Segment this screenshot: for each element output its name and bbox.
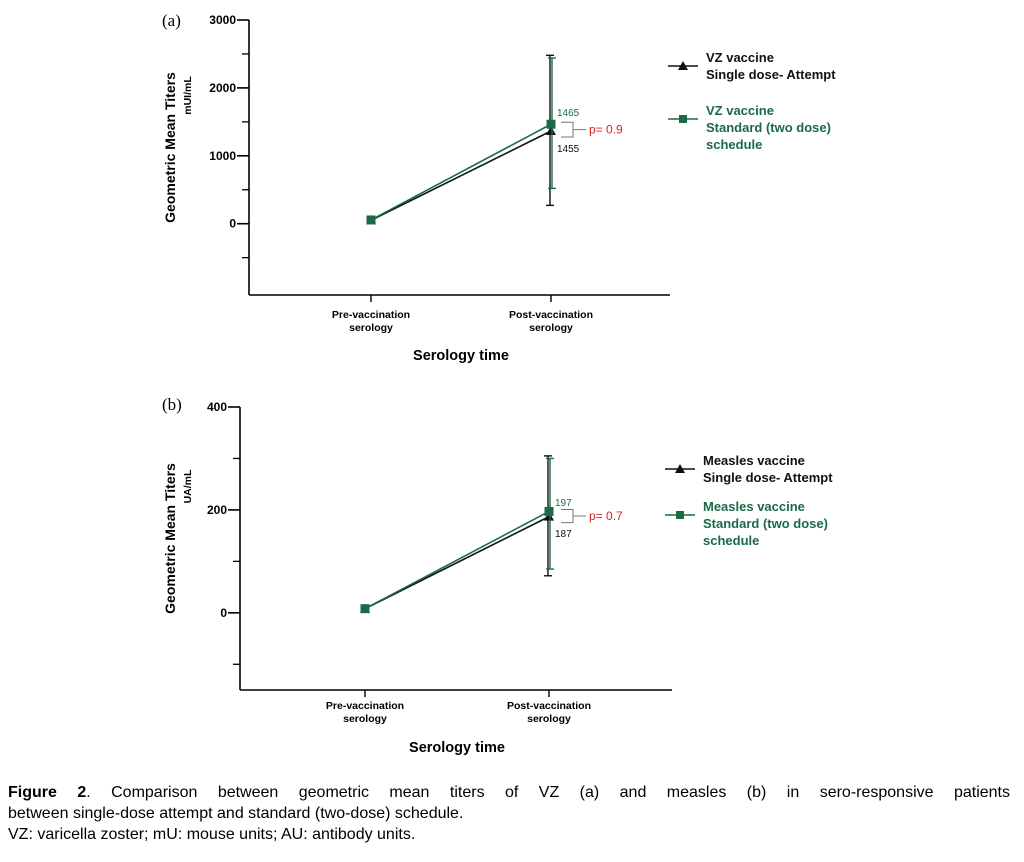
panel-a-letter: (a) (162, 11, 181, 30)
panel-a-single-dose-legend-label: VZ vaccine (706, 50, 774, 65)
panel-b-ylabel: Geometric Mean Titers (162, 463, 178, 614)
panel-b-ytick-label: 0 (220, 606, 227, 620)
panel-b-standard-point (360, 604, 370, 614)
panel-b-ytick-label: 400 (207, 400, 227, 414)
panel-b-standard-line (364, 510, 550, 610)
panel-a-standard-point (546, 119, 556, 129)
panel-b-standard-legend-marker (676, 511, 684, 519)
panel-b-yunit: UA/mL (182, 469, 194, 503)
panel-b-xtick-label: serology (343, 713, 387, 725)
panel-b-xtick-label: Pre-vaccination (326, 700, 404, 712)
caption-line-3: VZ: varicella zoster; mU: mouse units; A… (8, 826, 416, 843)
panel-a-standard-legend-marker (679, 115, 687, 123)
panel-b-xtick-label: serology (527, 713, 571, 725)
panel-b-single-dose-point (544, 511, 554, 521)
panel-b-letter: (b) (162, 395, 182, 414)
panel-a-standard-legend-label: Standard (two dose) (706, 120, 831, 135)
panel-a-ytick-label: 2000 (209, 81, 236, 95)
panel-b-ytick-label: 200 (207, 503, 227, 517)
panel-a-xtick-label: Pre-vaccination (332, 309, 410, 321)
panel-b-standard-data-label: 197 (555, 498, 572, 509)
panel-a-p-bracket (561, 121, 586, 138)
panel-b-single-dose-legend-marker (675, 464, 685, 473)
panel-b-p-value: p= 0.7 (589, 509, 623, 523)
panel-a-xtick-label: serology (349, 322, 393, 334)
figure-canvas: (a)0100020003000Pre-vaccinationserologyP… (162, 11, 836, 756)
panel-b-single-dose-legend-label: Measles vaccine (703, 453, 805, 468)
panel-a-yunit: mUI/mL (182, 76, 194, 115)
panel-b-standard-legend-label: Measles vaccine (703, 499, 805, 514)
panel-b-xtick-label: Post-vaccination (507, 700, 591, 712)
panel-a-ytick-label: 1000 (209, 149, 236, 163)
panel-b-xlabel: Serology time (409, 740, 505, 756)
panel-b-p-bracket (561, 508, 586, 524)
panel-b-single-dose-legend-label: Single dose- Attempt (703, 470, 833, 485)
caption-line-1-text: . Comparison between geometric mean tite… (86, 784, 1010, 801)
caption-label: Figure 2 (8, 784, 87, 801)
panel-a-xlabel: Serology time (413, 348, 509, 364)
panel-a-single-dose-line (370, 130, 552, 222)
panel-a-ytick-label: 0 (229, 217, 236, 231)
panel-a-xtick-label: serology (529, 322, 573, 334)
panel-b-standard-point (544, 506, 554, 516)
panel-a-standard-data-label: 1465 (557, 108, 580, 119)
panel-b-single-dose-data-label: 187 (555, 529, 572, 540)
panel-a-ytick-label: 3000 (209, 13, 236, 27)
panel-a-single-dose-legend-marker (678, 61, 688, 70)
panel-a-single-dose-legend-label: Single dose- Attempt (706, 67, 836, 82)
panel-a-xtick-label: Post-vaccination (509, 309, 593, 321)
figure-caption: Figure 2. Comparison between geometric m… (8, 782, 1010, 845)
panel-b-standard-legend-label: Standard (two dose) (703, 516, 828, 531)
panel-a-standard-line (370, 123, 552, 221)
panel-a-standard-point (366, 215, 376, 225)
panel-a-single-dose-point (546, 126, 556, 136)
panel-a-standard-legend-label: schedule (706, 137, 762, 152)
panel-a-p-value: p= 0.9 (589, 123, 623, 137)
caption-line-2: between single-dose attempt and standard… (8, 805, 464, 822)
panel-a-ylabel: Geometric Mean Titers (162, 72, 178, 223)
caption-line-1: Figure 2. Comparison between geometric m… (8, 782, 1010, 803)
panel-b-standard-legend-label: schedule (703, 533, 759, 548)
panel-a-standard-legend-label: VZ vaccine (706, 103, 774, 118)
panel-a-single-dose-data-label: 1455 (557, 144, 580, 155)
